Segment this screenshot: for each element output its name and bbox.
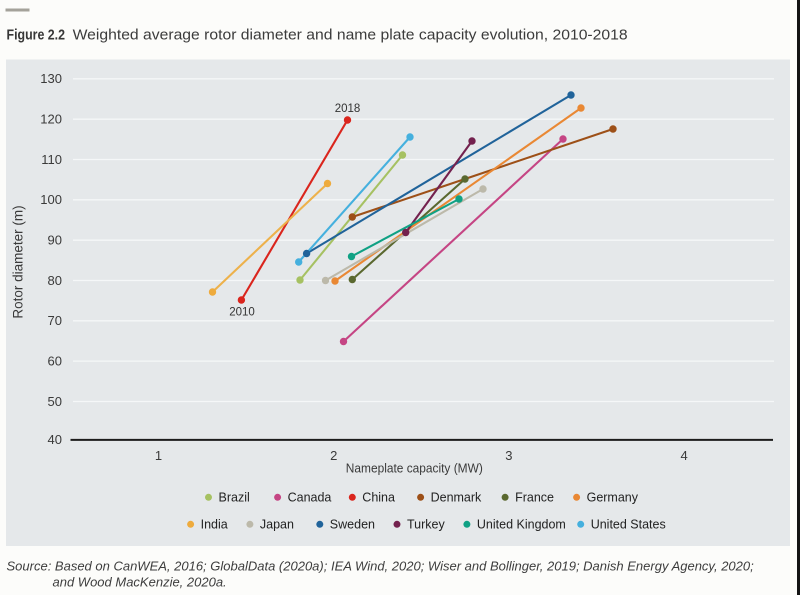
svg-text:Denmark: Denmark xyxy=(431,491,482,505)
svg-text:France: France xyxy=(515,491,554,505)
svg-text:China: China xyxy=(362,491,395,505)
svg-text:90: 90 xyxy=(48,233,62,248)
svg-text:Brazil: Brazil xyxy=(219,491,250,505)
svg-text:India: India xyxy=(201,518,228,532)
svg-text:50: 50 xyxy=(48,394,62,409)
svg-text:Japan: Japan xyxy=(260,518,294,532)
svg-text:100: 100 xyxy=(40,192,62,207)
svg-text:Nameplate capacity (MW): Nameplate capacity (MW) xyxy=(346,461,483,476)
svg-text:United Kingdom: United Kingdom xyxy=(477,518,566,532)
svg-text:Turkey: Turkey xyxy=(407,518,445,532)
svg-text:110: 110 xyxy=(41,152,62,167)
svg-text:80: 80 xyxy=(48,273,62,288)
svg-text:Canada: Canada xyxy=(288,491,332,505)
svg-text:and Wood MacKenzie, 2020a.: and Wood MacKenzie, 2020a. xyxy=(53,574,227,589)
svg-text:2018: 2018 xyxy=(335,103,361,115)
svg-text:1: 1 xyxy=(155,448,162,463)
svg-text:60: 60 xyxy=(48,353,62,368)
svg-text:40: 40 xyxy=(48,432,62,447)
svg-text:130: 130 xyxy=(40,71,62,86)
svg-text:120: 120 xyxy=(40,112,62,127)
svg-text:United States: United States xyxy=(591,518,666,532)
svg-text:Germany: Germany xyxy=(587,491,639,505)
svg-text:Figure 2.2: Figure 2.2 xyxy=(7,27,66,44)
svg-text:Source: Based on CanWEA, 2016;: Source: Based on CanWEA, 2016; GlobalDat… xyxy=(7,559,755,574)
svg-text:Sweden: Sweden xyxy=(330,518,375,532)
svg-text:3: 3 xyxy=(505,448,512,463)
svg-text:Rotor diameter (m): Rotor diameter (m) xyxy=(11,205,26,318)
svg-text:70: 70 xyxy=(48,313,62,328)
svg-text:Weighted average rotor diamete: Weighted average rotor diameter and name… xyxy=(73,27,628,44)
svg-text:4: 4 xyxy=(680,448,687,463)
svg-text:2: 2 xyxy=(330,448,337,463)
svg-text:2010: 2010 xyxy=(229,307,255,319)
